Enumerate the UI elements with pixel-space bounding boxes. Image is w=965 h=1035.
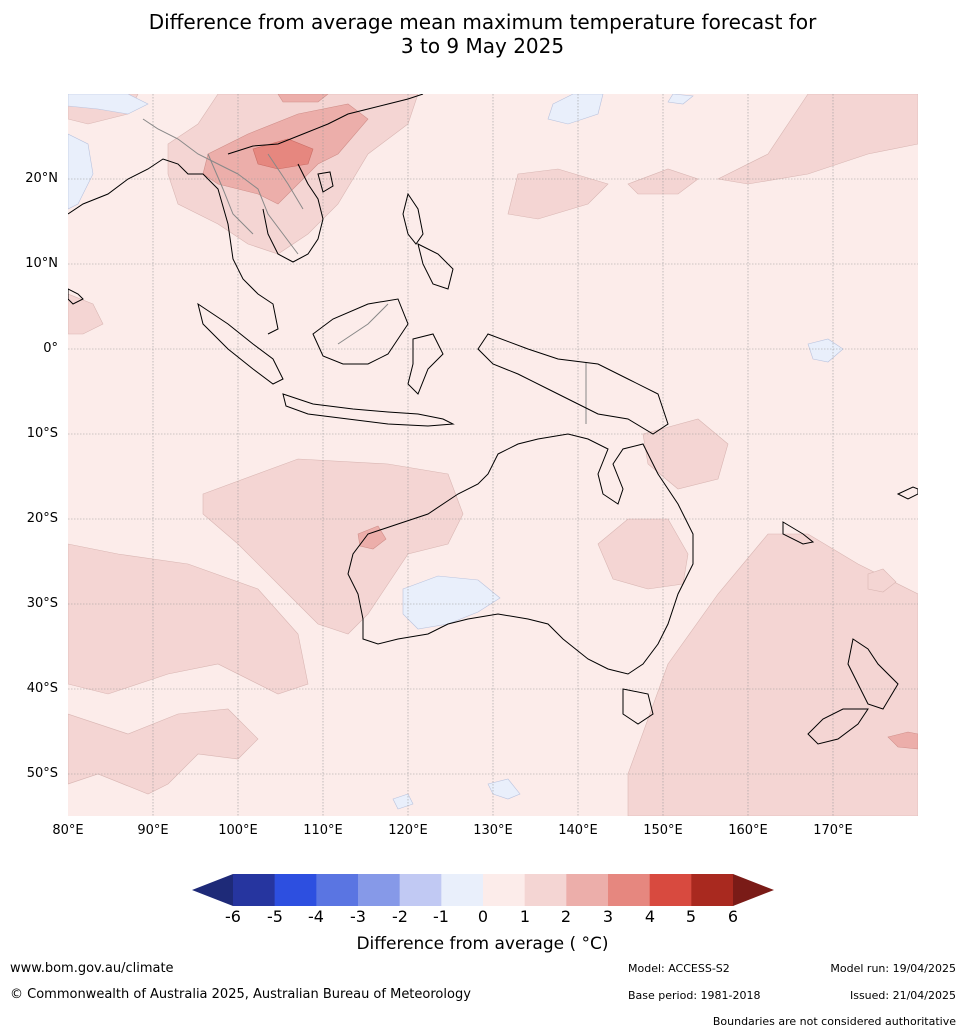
lat-label-0: 0° xyxy=(43,341,58,356)
disclaimer-text: Boundaries are not considered authoritat… xyxy=(712,1015,956,1028)
map-svg xyxy=(67,93,919,817)
colorbar-tick: -2 xyxy=(392,907,408,926)
lat-label-10s: 10°S xyxy=(26,426,58,441)
colorbar-tick: 0 xyxy=(477,907,489,926)
issued-text: Issued: 21/04/2025 xyxy=(849,989,956,1002)
colorbar-bin xyxy=(566,874,609,906)
anomaly-minus-1-0-regions xyxy=(67,93,844,810)
colorbar-tick: 4 xyxy=(644,907,656,926)
colorbar-svg xyxy=(192,874,774,906)
colorbar-tick: -4 xyxy=(308,907,324,926)
lon-label-130e: 130°E xyxy=(473,823,513,838)
colorbar-high-extend xyxy=(733,874,774,906)
colorbar-bin xyxy=(524,874,567,906)
graticule xyxy=(68,94,918,816)
colorbar-tick: -3 xyxy=(350,907,366,926)
colorbar-bin xyxy=(441,874,484,906)
anomaly-3-4-regions xyxy=(252,138,314,170)
website-link[interactable]: www.bom.gov.au/climate xyxy=(10,961,174,976)
base-period-text: Base period: 1981-2018 xyxy=(628,989,761,1002)
colorbar-tick: 2 xyxy=(560,907,572,926)
model-run-text: Model run: 19/04/2025 xyxy=(830,962,956,975)
lat-label-10n: 10°N xyxy=(25,256,58,271)
lon-label-80e: 80°E xyxy=(52,823,84,838)
anomaly-1-2-regions xyxy=(67,93,919,817)
lon-label-100e: 100°E xyxy=(218,823,258,838)
colorbar xyxy=(192,874,774,906)
colorbar-bin xyxy=(358,874,400,906)
colorbar-label: Difference from average ( °C) xyxy=(356,934,609,954)
colorbar-bin xyxy=(399,874,442,906)
colorbar-bin xyxy=(233,874,275,906)
colorbar-bin xyxy=(274,874,317,906)
lon-label-150e: 150°E xyxy=(643,823,683,838)
country-borders xyxy=(142,118,587,424)
lat-label-30s: 30°S xyxy=(26,596,58,611)
copyright-text: © Commonwealth of Australia 2025, Austra… xyxy=(10,987,471,1002)
lat-label-40s: 40°S xyxy=(26,681,58,696)
colorbar-bin xyxy=(483,874,525,906)
colorbar-tick: 1 xyxy=(519,907,531,926)
lon-label-160e: 160°E xyxy=(728,823,768,838)
colorbar-tick: 3 xyxy=(602,907,614,926)
colorbar-bin xyxy=(691,874,734,906)
model-text: Model: ACCESS-S2 xyxy=(628,962,730,975)
colorbar-bins xyxy=(233,874,734,906)
lon-label-90e: 90°E xyxy=(137,823,169,838)
lat-label-20s: 20°S xyxy=(26,511,58,526)
colorbar-tick: 5 xyxy=(685,907,697,926)
lat-label-50s: 50°S xyxy=(26,766,58,781)
colorbar-tick: 6 xyxy=(727,907,739,926)
colorbar-bin xyxy=(316,874,359,906)
title-line-1: Difference from average mean maximum tem… xyxy=(148,10,817,34)
colorbar-bin xyxy=(608,874,650,906)
colorbar-tick: -6 xyxy=(225,907,241,926)
map-title: Difference from average mean maximum tem… xyxy=(0,10,965,58)
colorbar-low-extend xyxy=(192,874,233,906)
lon-label-170e: 170°E xyxy=(813,823,853,838)
lon-label-120e: 120°E xyxy=(388,823,428,838)
colorbar-tick: -5 xyxy=(267,907,283,926)
colorbar-tick: -1 xyxy=(433,907,449,926)
lat-label-20n: 20°N xyxy=(25,171,58,186)
colorbar-bin xyxy=(649,874,692,906)
lon-label-110e: 110°E xyxy=(303,823,343,838)
anomaly-map xyxy=(67,93,919,817)
coastlines xyxy=(67,93,919,745)
title-line-2: 3 to 9 May 2025 xyxy=(400,34,565,58)
lon-label-140e: 140°E xyxy=(558,823,598,838)
